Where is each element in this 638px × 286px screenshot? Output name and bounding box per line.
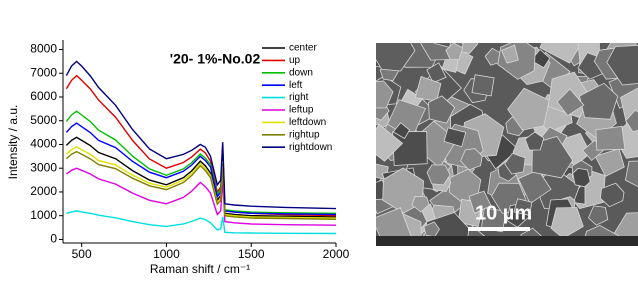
y-tick-label: 8000 bbox=[30, 42, 57, 56]
x-tick-label: 500 bbox=[72, 247, 92, 261]
legend-label: center bbox=[289, 43, 317, 54]
crystal bbox=[472, 75, 494, 96]
legend-label: left bbox=[289, 80, 303, 91]
y-tick-label: 6000 bbox=[30, 89, 57, 103]
crystal bbox=[573, 168, 591, 186]
y-tick-label: 3000 bbox=[30, 160, 57, 174]
chart-title: '20- 1%-No.02 bbox=[170, 51, 261, 67]
crystal bbox=[596, 126, 625, 150]
legend-label: rightup bbox=[289, 129, 320, 140]
sem-footer bbox=[376, 236, 638, 246]
y-tick-label: 4000 bbox=[30, 137, 57, 151]
legend-label: rightdown bbox=[289, 142, 332, 153]
y-axis-label: Intensity / a.u. bbox=[6, 105, 20, 180]
x-tick-label: 1500 bbox=[238, 247, 265, 261]
x-axis-label: Raman shift / cm⁻¹ bbox=[150, 262, 250, 276]
legend-label: leftdown bbox=[289, 117, 326, 128]
legend-label: down bbox=[289, 67, 313, 78]
x-tick-label: 1000 bbox=[153, 247, 180, 261]
page: '20- 1%-No.02 Raman shift / cm⁻¹ Intensi… bbox=[0, 0, 638, 281]
legend-label: right bbox=[289, 92, 309, 103]
legend-label: leftup bbox=[289, 105, 314, 116]
sem-image: 10 µm bbox=[354, 22, 638, 268]
legend-label: up bbox=[289, 55, 301, 66]
y-tick-label: 0 bbox=[50, 232, 57, 246]
x-tick-label: 2000 bbox=[323, 247, 350, 261]
y-tick-label: 7000 bbox=[30, 65, 57, 79]
y-tick-label: 2000 bbox=[30, 184, 57, 198]
y-tick-label: 1000 bbox=[30, 208, 57, 222]
scale-bar-label: 10 µm bbox=[475, 202, 532, 224]
y-tick-label: 5000 bbox=[30, 113, 57, 127]
